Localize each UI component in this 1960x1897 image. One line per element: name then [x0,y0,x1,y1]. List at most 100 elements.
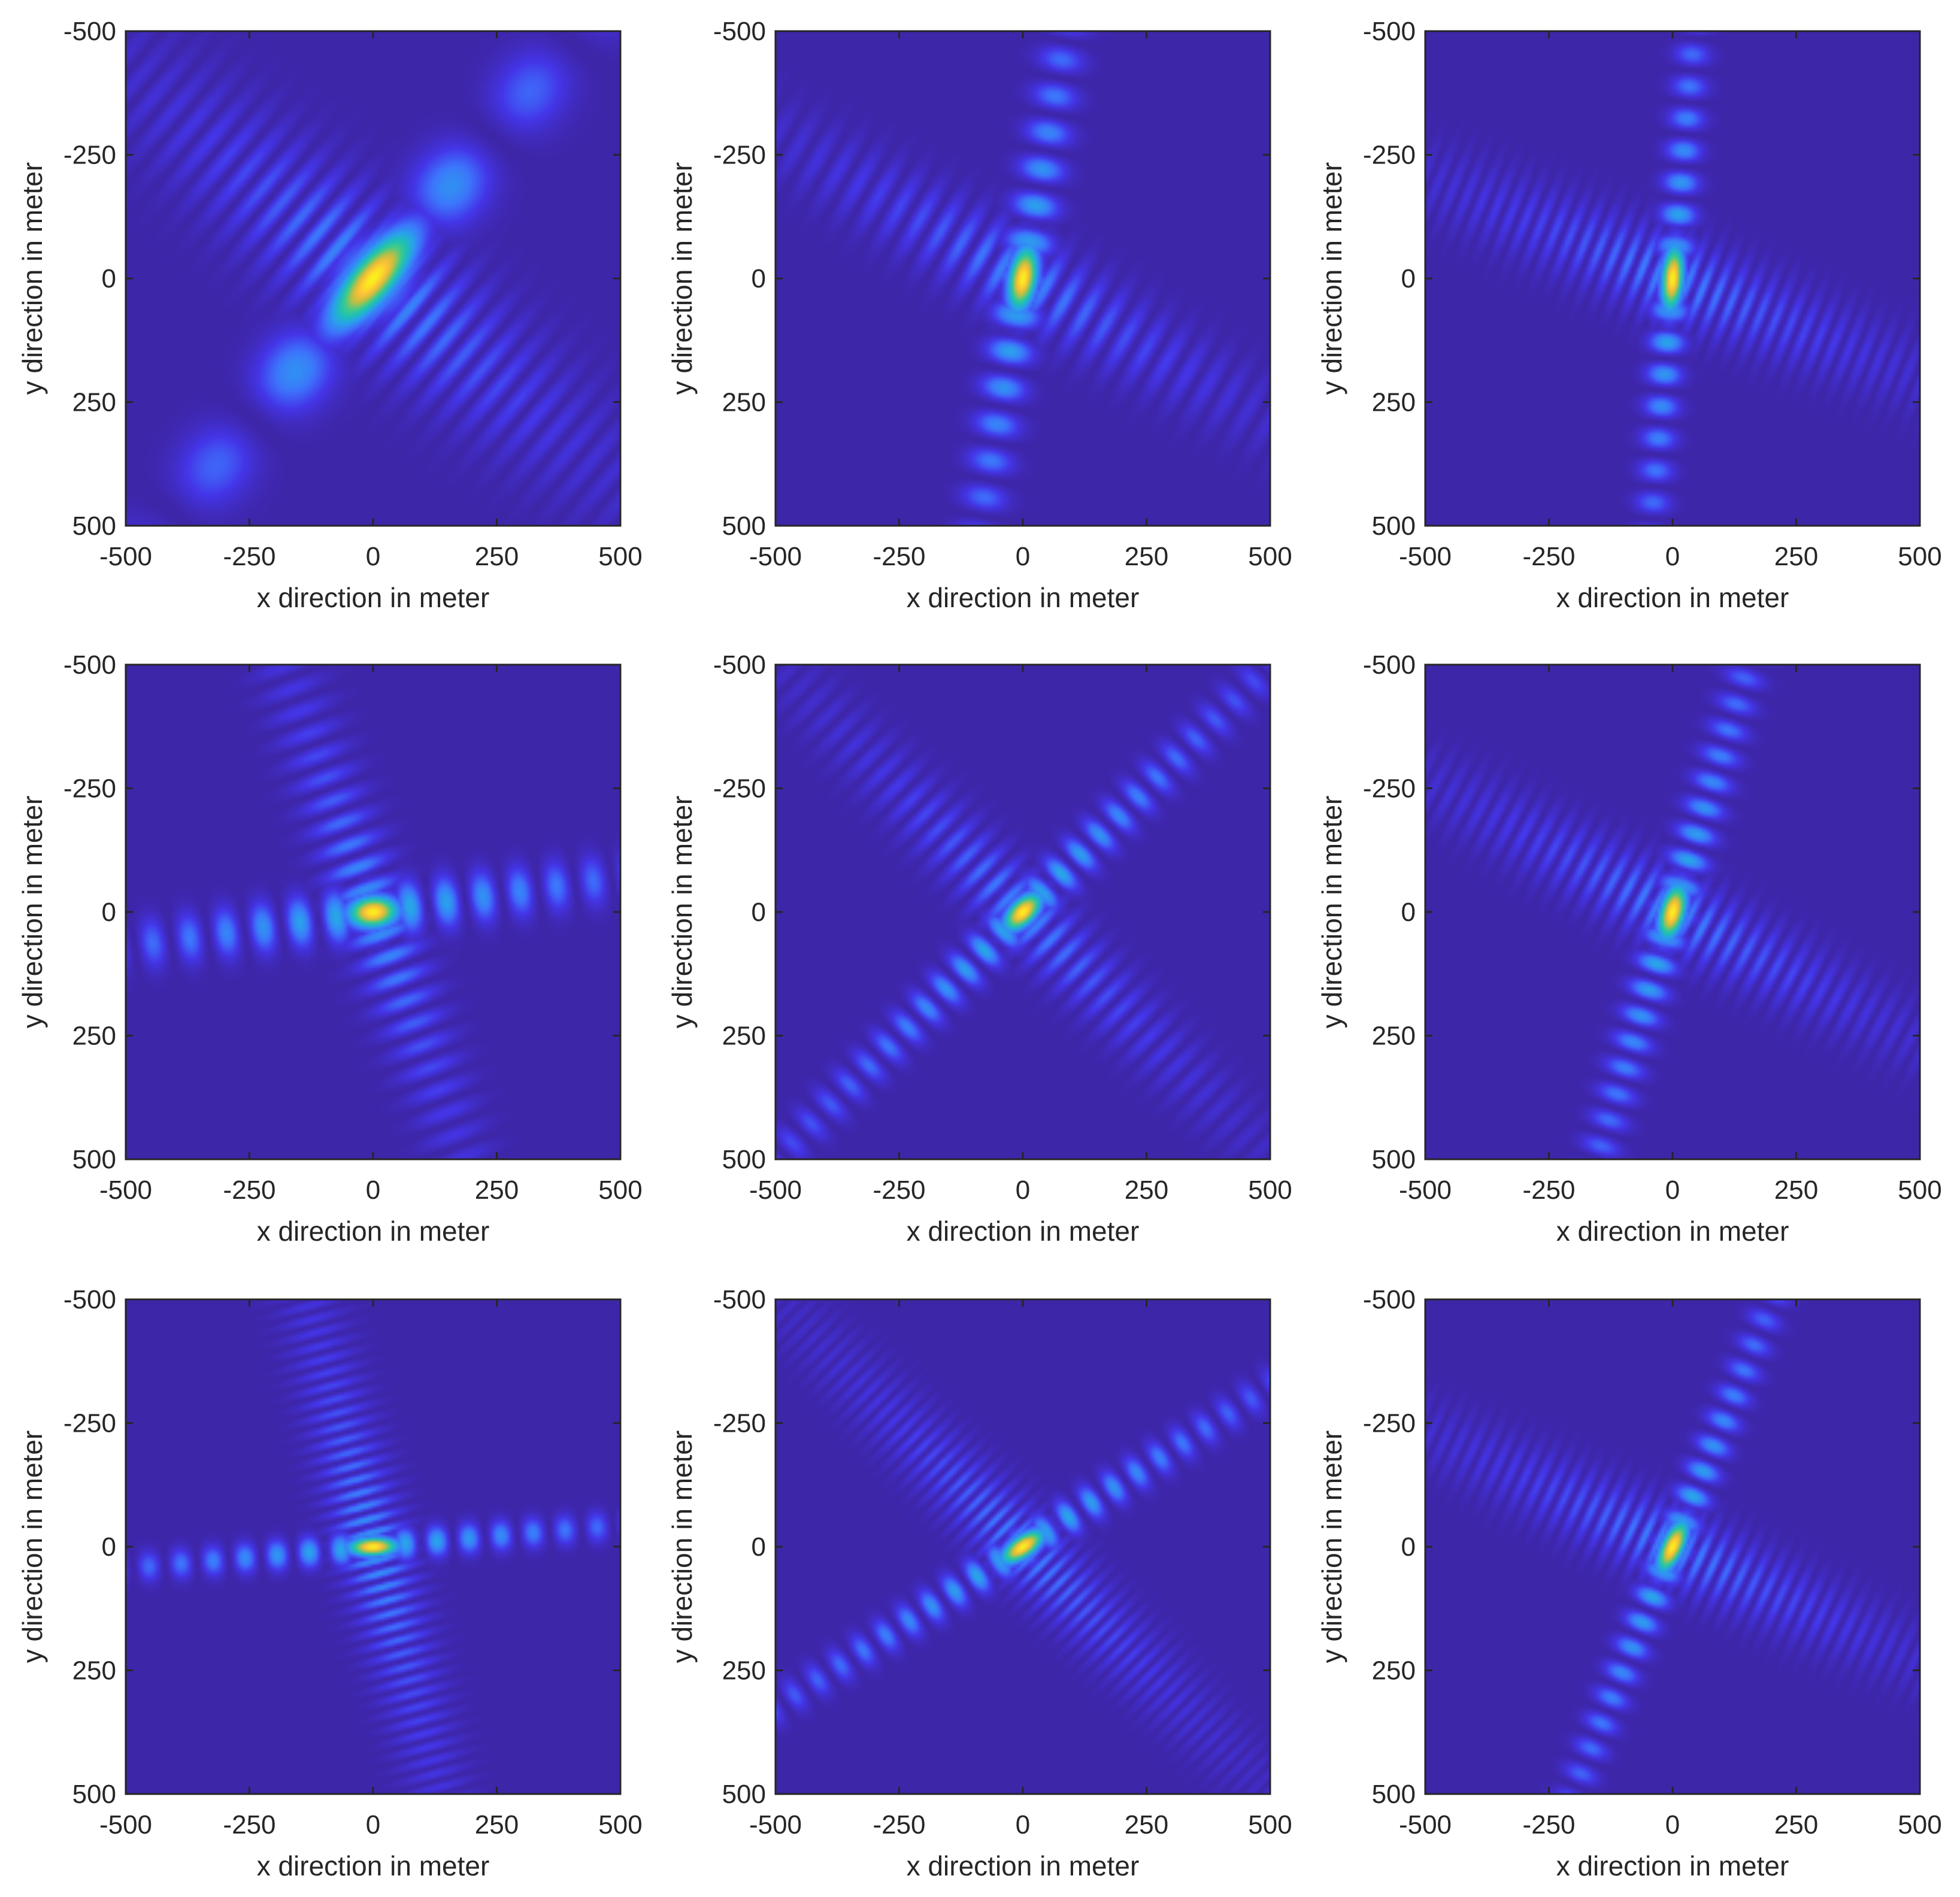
x-tick-label: 500 [1248,542,1292,571]
x-tick-label: 0 [1665,542,1680,571]
x-tick-label: -500 [99,542,152,571]
x-axis-label: x direction in meter [257,1850,490,1881]
x-tick-label: 0 [1016,542,1030,571]
x-tick-label: -500 [749,542,802,571]
x-tick-label: 0 [1665,1810,1680,1840]
x-axis-label: x direction in meter [907,582,1140,613]
y-axis-label: y direction in meter [1316,796,1347,1029]
y-axis-label: y direction in meter [17,1431,48,1663]
heatmap-image [126,31,620,526]
y-axis-label: y direction in meter [17,796,48,1029]
y-tick-label: -250 [63,1409,116,1438]
heatmap-image [1425,1299,1920,1794]
x-tick-label: -500 [99,1810,152,1840]
x-tick-label: -250 [873,1810,925,1840]
x-tick-label: 500 [1898,542,1941,571]
heatmap-image [126,665,620,1159]
y-tick-label: 250 [722,1656,766,1686]
x-tick-label: 500 [1898,1175,1941,1205]
x-tick-label: 0 [366,542,380,571]
y-tick-label: 500 [722,1780,766,1809]
y-tick-label: 0 [752,1532,766,1562]
y-tick-label: 0 [752,264,766,293]
heatmap-image [775,665,1270,1159]
y-tick-label: 250 [72,388,116,417]
x-tick-label: -500 [749,1175,802,1205]
y-tick-label: -500 [1363,1285,1416,1314]
y-axis-label: y direction in meter [17,162,48,395]
x-tick-label: -250 [223,1175,275,1205]
y-axis-label: y direction in meter [667,1431,698,1663]
x-axis-label: x direction in meter [1556,582,1789,613]
x-tick-label: -250 [873,542,925,571]
x-tick-label: 0 [1016,1175,1030,1205]
x-tick-label: -250 [223,1810,275,1840]
x-tick-label: -500 [1399,542,1452,571]
x-tick-label: 0 [366,1175,380,1205]
x-tick-label: 250 [475,1810,519,1840]
x-tick-label: -250 [1522,1175,1575,1205]
x-axis-label: x direction in meter [257,582,490,613]
y-tick-label: 0 [102,898,116,927]
y-tick-label: -500 [63,650,116,680]
x-tick-label: -500 [99,1175,152,1205]
y-tick-label: 250 [722,388,766,417]
x-axis-label: x direction in meter [907,1216,1140,1247]
y-tick-label: 500 [722,511,766,541]
y-tick-label: 0 [1401,1532,1416,1562]
x-tick-label: 250 [1125,1175,1168,1205]
y-tick-label: 500 [1372,1145,1416,1174]
y-tick-label: 500 [722,1145,766,1174]
heatmap-image [1425,665,1920,1159]
y-axis-label: y direction in meter [667,162,698,395]
x-tick-label: -250 [1522,1810,1575,1840]
x-axis-label: x direction in meter [907,1850,1140,1881]
x-tick-label: -250 [223,542,275,571]
y-tick-label: -250 [713,141,766,170]
y-tick-label: 250 [1372,388,1416,417]
y-tick-label: 500 [72,1780,116,1809]
x-axis-label: x direction in meter [1556,1850,1789,1881]
x-tick-label: 250 [1774,1810,1818,1840]
y-tick-label: 0 [102,1532,116,1562]
y-tick-label: 0 [102,264,116,293]
y-tick-label: -500 [713,1285,766,1314]
x-tick-label: 0 [366,1810,380,1840]
x-tick-label: -500 [1399,1810,1452,1840]
x-tick-label: 500 [598,1175,642,1205]
y-tick-label: -250 [1363,1409,1416,1438]
x-tick-label: 250 [475,1175,519,1205]
x-axis-label: x direction in meter [1556,1216,1789,1247]
x-tick-label: -250 [873,1175,925,1205]
y-tick-label: -500 [63,17,116,46]
y-tick-label: 500 [72,511,116,541]
x-tick-label: -500 [1399,1175,1452,1205]
y-tick-label: -500 [713,650,766,680]
y-tick-label: 500 [1372,1780,1416,1809]
y-tick-label: -500 [713,17,766,46]
y-tick-label: -250 [63,774,116,804]
y-axis-label: y direction in meter [1316,162,1347,395]
y-tick-label: 500 [1372,511,1416,541]
y-tick-label: -500 [1363,650,1416,680]
y-axis-label: y direction in meter [667,796,698,1029]
y-tick-label: -250 [1363,141,1416,170]
y-tick-label: 250 [72,1022,116,1051]
y-tick-label: -250 [1363,774,1416,804]
x-tick-label: 500 [598,542,642,571]
heatmap-image [1425,31,1920,526]
y-tick-label: 0 [1401,898,1416,927]
y-tick-label: 500 [72,1145,116,1174]
heatmap-image [775,31,1270,526]
x-tick-label: 0 [1016,1810,1030,1840]
x-tick-label: 250 [1125,1810,1168,1840]
y-tick-label: -250 [713,774,766,804]
y-axis-label: y direction in meter [1316,1431,1347,1663]
y-tick-label: -250 [713,1409,766,1438]
